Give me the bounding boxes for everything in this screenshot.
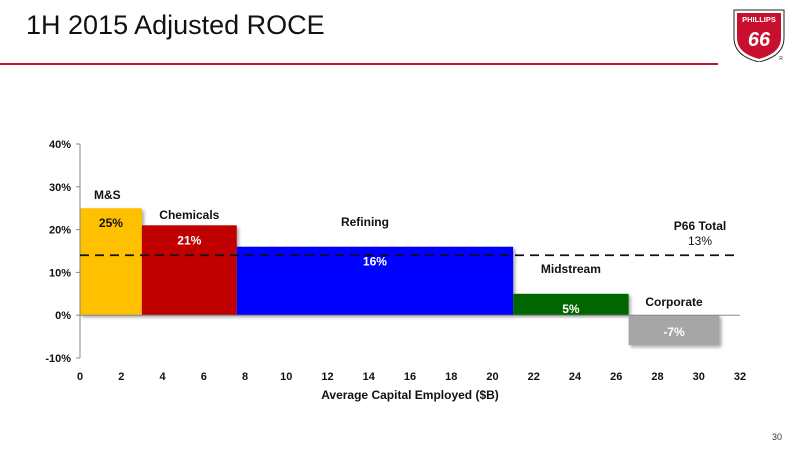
segment-name-label: Chemicals xyxy=(159,208,219,222)
bar-value-label: 21% xyxy=(177,233,201,247)
logo-registered-mark: R xyxy=(779,56,783,62)
x-tick-label: 2 xyxy=(118,371,124,383)
logo-text: PHILLIPS xyxy=(742,15,776,24)
y-tick-label: 30% xyxy=(49,182,71,194)
x-tick-label: 14 xyxy=(363,371,376,383)
y-tick-label: 0% xyxy=(55,310,71,322)
y-tick-label: -10% xyxy=(45,353,71,365)
y-tick-label: 40% xyxy=(49,139,71,151)
logo-number: 66 xyxy=(748,29,771,51)
x-tick-label: 18 xyxy=(445,371,457,383)
bar-chemicals xyxy=(141,225,237,316)
x-tick-label: 4 xyxy=(159,371,166,383)
segment-name-label: Midstream xyxy=(541,262,601,276)
x-tick-label: 0 xyxy=(77,371,83,383)
x-tick-label: 30 xyxy=(693,371,705,383)
bar-refining xyxy=(236,246,514,316)
slide-title: 1H 2015 Adjusted ROCE xyxy=(26,10,325,40)
slide-number: 30 xyxy=(771,432,782,442)
x-tick-label: 22 xyxy=(528,371,540,383)
bar-value-label: 5% xyxy=(562,302,580,316)
reference-line-value: 13% xyxy=(688,234,712,248)
bar-value-label: -7% xyxy=(663,325,685,339)
bar-m-s xyxy=(80,208,142,316)
x-tick-label: 24 xyxy=(569,371,582,383)
bar-value-label: 16% xyxy=(363,255,387,269)
x-tick-label: 26 xyxy=(610,371,622,383)
segment-name-label: M&S xyxy=(94,188,121,202)
x-tick-label: 6 xyxy=(201,371,207,383)
x-tick-label: 32 xyxy=(734,371,746,383)
phillips66-logo-icon: PHILLIPS 66 R xyxy=(733,9,785,62)
x-tick-label: 28 xyxy=(651,371,663,383)
reference-line-name: P66 Total xyxy=(674,219,726,233)
segment-name-label: Refining xyxy=(341,215,389,229)
y-tick-label: 10% xyxy=(49,267,71,279)
x-tick-label: 8 xyxy=(242,371,248,383)
bar-value-label: 25% xyxy=(99,216,123,230)
x-tick-label: 20 xyxy=(486,371,498,383)
title-rule xyxy=(0,63,718,65)
segment-name-label: Corporate xyxy=(645,295,703,309)
x-tick-label: 16 xyxy=(404,371,416,383)
x-tick-label: 12 xyxy=(321,371,333,383)
x-tick-label: 10 xyxy=(280,371,292,383)
x-axis-label: Average Capital Employed ($B) xyxy=(321,388,499,402)
bar-corporate xyxy=(628,315,720,346)
bar-midstream xyxy=(513,293,629,316)
y-tick-label: 20% xyxy=(49,225,71,237)
